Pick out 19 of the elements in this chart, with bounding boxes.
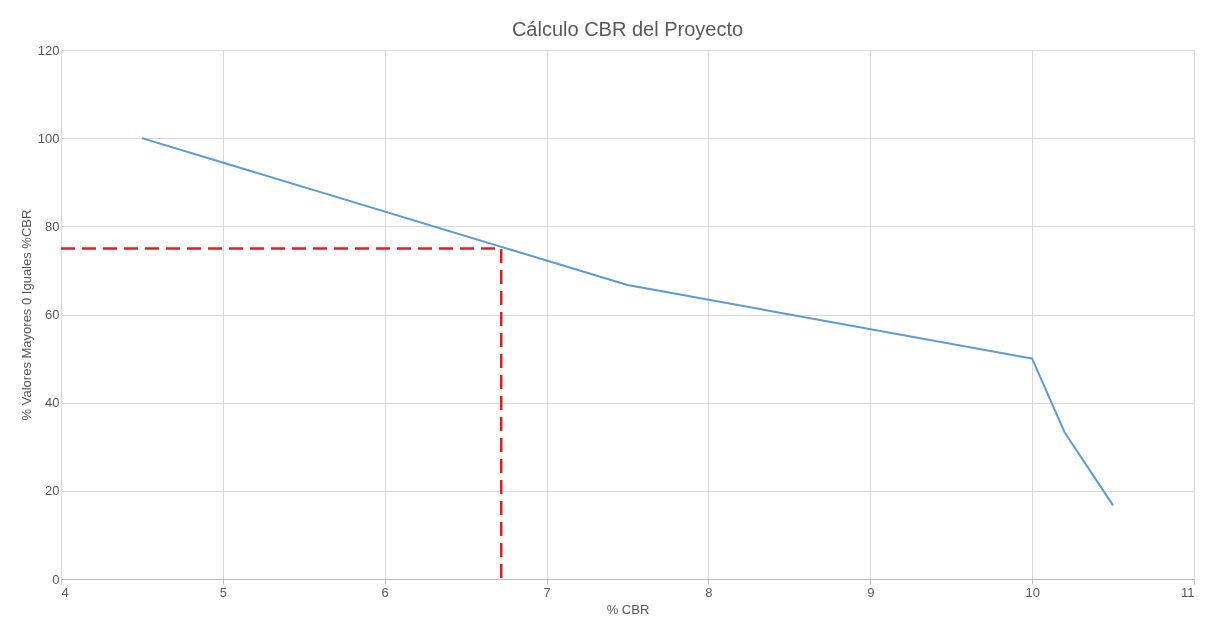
line-series — [140, 137, 1115, 507]
x-tick-label: 6 — [381, 584, 389, 600]
y-tick-label: 80 — [45, 218, 60, 234]
y-tick-label: 100 — [37, 130, 60, 146]
x-tick-label: 4 — [61, 584, 69, 600]
x-tick-label: 10 — [1025, 584, 1040, 600]
chart-title: Cálculo CBR del Proyecto — [511, 18, 744, 40]
x-tick-label: 7 — [543, 584, 551, 600]
y-tick-label: 60 — [45, 307, 60, 322]
y-tick-label: 120 — [37, 42, 60, 58]
x-tick-label: 9 — [867, 584, 875, 600]
y-tick-label: 0 — [52, 571, 60, 587]
x-tick-label: 8 — [705, 584, 713, 600]
x-axis-title: % CBR — [606, 601, 650, 617]
y-tick-label: 20 — [45, 483, 60, 499]
x-tick-label: 5 — [219, 584, 227, 600]
x-tick-label: 11 — [1181, 584, 1195, 600]
y-axis-title: % Valores Mayores 0 Iguales %CBR — [18, 209, 34, 421]
y-tick-label: 40 — [45, 395, 60, 411]
